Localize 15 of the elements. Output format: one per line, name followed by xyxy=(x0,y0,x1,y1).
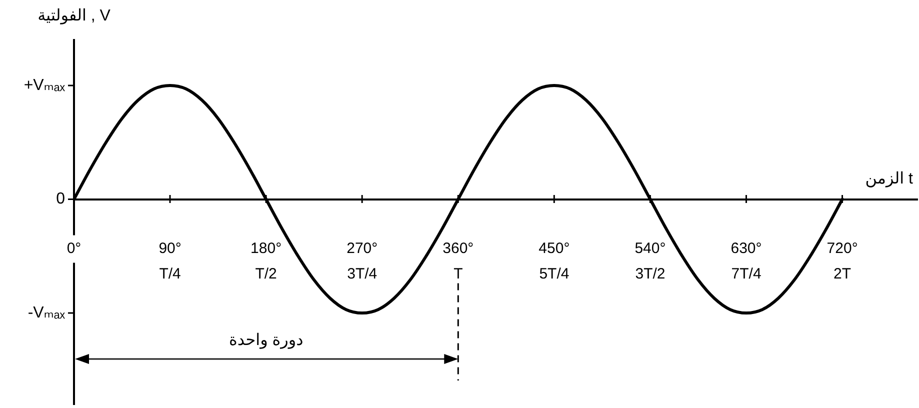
x-axis-title: الزمن t xyxy=(865,170,914,188)
x-tick-label: 0° xyxy=(66,240,82,258)
text: +Vₘₐₓ xyxy=(24,76,66,94)
text: 0 xyxy=(56,190,66,208)
x-tick-label: 270° 3T/4 xyxy=(346,240,378,283)
x-tick-label: 540° 3T/2 xyxy=(634,240,666,283)
x-tick-label: 630° 7T/4 xyxy=(730,240,762,283)
text: دورة واحدة xyxy=(228,332,304,349)
x-tick-label: 450° 5T/4 xyxy=(538,240,570,283)
x-tick-label: 720° 2T xyxy=(826,240,858,283)
text: -Vₘₐₓ xyxy=(28,304,66,322)
y-axis-title: الفولتية , V xyxy=(38,7,111,24)
x-tick-label: 90° T/4 xyxy=(158,240,182,283)
x-tick-label: 360° T xyxy=(442,240,474,283)
x-tick-label: 180° T/2 xyxy=(250,240,282,283)
